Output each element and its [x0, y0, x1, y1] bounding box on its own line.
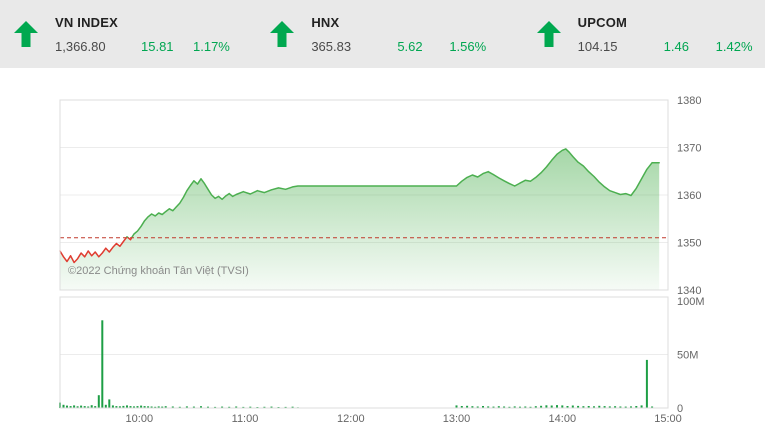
volume-panel[interactable] — [60, 297, 668, 408]
volume-bars — [59, 320, 654, 408]
intraday-chart-area: 1340 1350 1360 1370 1380 0 50M 100M 10:00 11:00 12… — [0, 68, 765, 445]
index-percent: 1.42% — [715, 38, 753, 54]
price-line-red — [59, 237, 133, 264]
up-arrow-icon — [270, 21, 295, 47]
price-axis-label: 1380 — [677, 95, 701, 107]
index-text: UPCOM 104.15 1.46 1.42% — [578, 15, 753, 54]
time-axis-label: 11:00 — [232, 413, 259, 425]
axis-labels: 1340 1350 1360 1370 1380 0 50M 100M 10:00 11:00 12… — [126, 95, 705, 425]
volume-axis-label: 0 — [677, 403, 683, 415]
price-panel-border — [59, 99, 669, 291]
intraday-chart: 1340 1350 1360 1370 1380 0 50M 100M 10:00 11:00 12… — [59, 95, 705, 425]
volume-axis-label: 100M — [677, 296, 705, 308]
index-percent: 1.17% — [193, 38, 230, 54]
index-name: UPCOM — [577, 14, 628, 30]
index-summary-hnx[interactable]: HNX 365.83 5.62 1.56% — [242, 0, 498, 68]
index-change: 5.62 — [397, 38, 423, 54]
volume-axis-label: 50M — [677, 350, 698, 362]
time-axis-label: 15:00 — [654, 413, 682, 425]
market-indices-bar: VN INDEX 1,366.80 15.81 1.17% HNX 365.83… — [0, 0, 765, 68]
volume-panel-border — [59, 296, 669, 409]
index-values-row: 104.15 1.46 1.42% — [578, 39, 753, 54]
price-axis-label: 1350 — [677, 238, 701, 250]
index-values-row: 1,366.80 15.81 1.17% — [55, 39, 230, 54]
index-value: 104.15 — [577, 38, 618, 54]
time-axis-label: 10:00 — [126, 413, 154, 425]
index-name: VN INDEX — [55, 14, 119, 30]
index-value: 365.83 — [311, 38, 352, 54]
time-axis-label: 14:00 — [549, 413, 577, 425]
index-text: HNX 365.83 5.62 1.56% — [311, 15, 486, 54]
index-name: HNX — [311, 14, 340, 30]
index-change: 15.81 — [141, 38, 174, 54]
index-summary-upcom[interactable]: UPCOM 104.15 1.46 1.42% — [499, 0, 765, 68]
index-percent: 1.56% — [449, 38, 487, 54]
up-arrow-icon — [14, 21, 38, 47]
index-summary-vnindex[interactable]: VN INDEX 1,366.80 15.81 1.17% — [0, 0, 242, 68]
time-axis-label: 12:00 — [337, 413, 365, 425]
up-arrow-icon — [536, 21, 561, 47]
index-value: 1,366.80 — [55, 38, 106, 54]
price-axis-label: 1370 — [677, 143, 701, 155]
index-values-row: 365.83 5.62 1.56% — [311, 39, 486, 54]
price-axis-label: 1360 — [677, 190, 701, 202]
index-text: VN INDEX 1,366.80 15.81 1.17% — [55, 15, 230, 54]
time-axis-label: 13:00 — [443, 413, 471, 425]
price-axis-label: 1340 — [677, 285, 701, 297]
index-change: 1.46 — [663, 38, 689, 54]
